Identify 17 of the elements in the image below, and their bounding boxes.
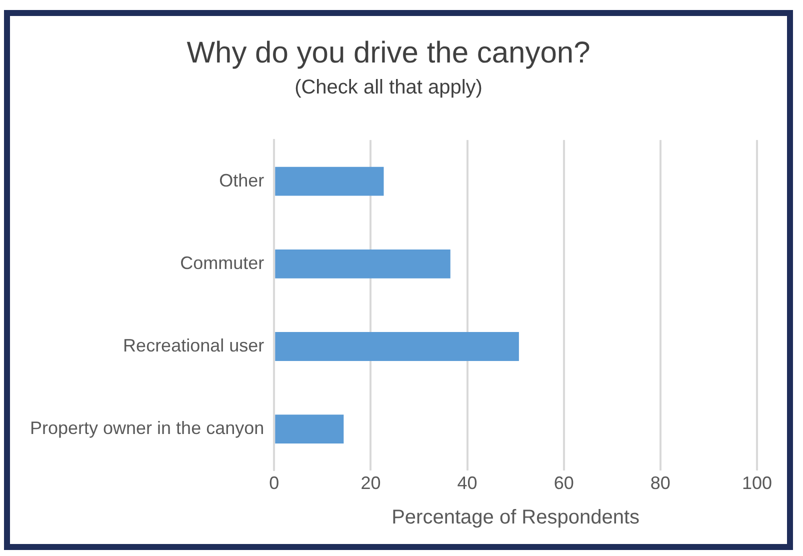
chart-title: Why do you drive the canyon?: [186, 36, 590, 70]
x-tick-label: 0: [269, 473, 280, 494]
bar: [275, 332, 519, 361]
bar: [275, 249, 450, 278]
x-tick-label: 60: [554, 473, 574, 494]
chart-subtitle: (Check all that apply): [294, 76, 482, 99]
y-tick-label: Commuter: [180, 252, 264, 273]
x-tick-label: 80: [650, 473, 670, 494]
x-axis-title: Percentage of Respondents: [392, 506, 640, 529]
y-tick-label: Recreational user: [123, 335, 264, 356]
x-tick-label: 100: [742, 473, 772, 494]
x-tick-label: 20: [360, 473, 381, 494]
bar: [275, 414, 344, 444]
y-tick-label: Property owner in the canyon: [30, 418, 264, 438]
y-tick-label: Other: [219, 170, 264, 190]
x-tick-label: 40: [457, 473, 478, 494]
bar: [275, 166, 384, 196]
